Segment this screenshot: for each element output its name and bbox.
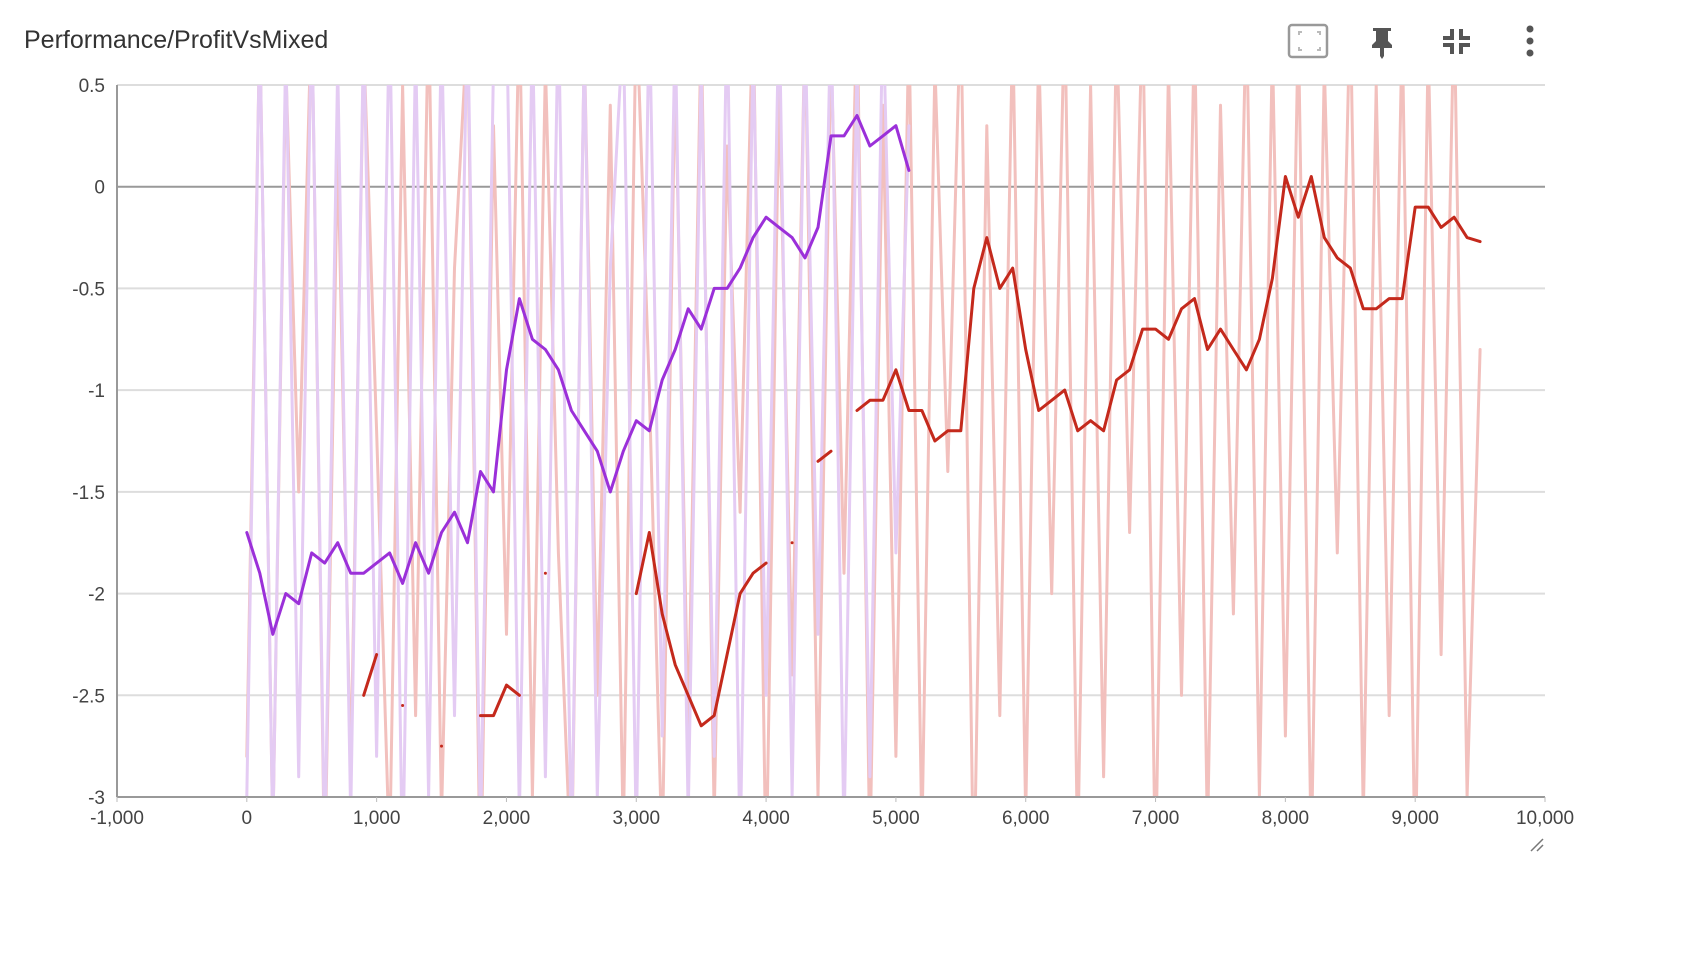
y-tick-label: -1.5 <box>72 483 105 504</box>
x-tick-label: 1,000 <box>353 808 401 829</box>
y-tick-label: -0.5 <box>72 279 105 300</box>
series-line <box>245 85 911 797</box>
fit-domain-button[interactable] <box>1287 23 1329 59</box>
chart-title: Performance/ProfitVsMixed <box>24 26 328 54</box>
x-tick-label: 0 <box>242 808 253 829</box>
x-tick-label: 5,000 <box>872 808 920 829</box>
y-tick-label: -1 <box>88 381 105 402</box>
y-tick-label: -3 <box>88 788 105 809</box>
more-button[interactable] <box>1526 25 1534 57</box>
x-tick-label: 9,000 <box>1391 808 1439 829</box>
y-tick-label: -2.5 <box>72 686 105 707</box>
x-tick-label: 10,000 <box>1516 808 1574 829</box>
collapse-button[interactable] <box>1443 29 1470 54</box>
x-tick-label: 7,000 <box>1132 808 1180 829</box>
x-tick-label: 3,000 <box>612 808 660 829</box>
y-tick-label: -2 <box>88 585 105 606</box>
x-tick-label: 2,000 <box>483 808 531 829</box>
y-tick-label: 0.5 <box>79 76 105 97</box>
x-tick-label: 6,000 <box>1002 808 1050 829</box>
series-line <box>245 114 911 636</box>
x-tick-label: -1,000 <box>90 808 144 829</box>
pin-button[interactable] <box>1372 28 1392 59</box>
series-line <box>362 175 1482 748</box>
resize-handle[interactable] <box>1530 838 1544 852</box>
plot-area <box>245 85 1482 797</box>
x-tick-label: 8,000 <box>1262 808 1310 829</box>
y-tick-label: 0 <box>94 178 105 199</box>
x-tick-label: 4,000 <box>742 808 790 829</box>
